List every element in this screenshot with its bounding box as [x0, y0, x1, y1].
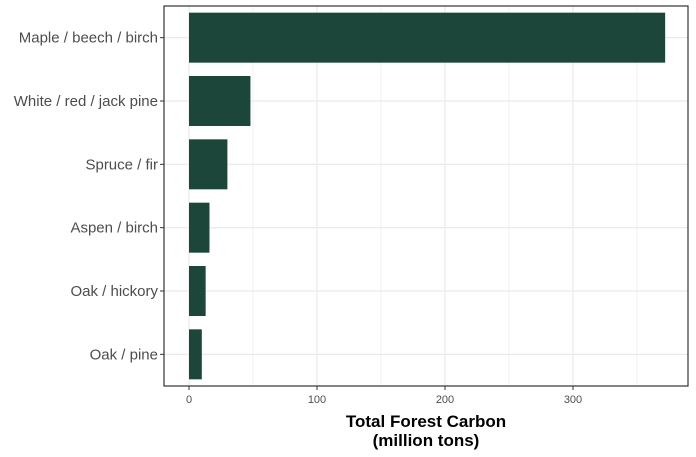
bar — [189, 76, 251, 126]
x-tick-label: 300 — [564, 394, 582, 406]
x-tick-label: 0 — [186, 394, 192, 406]
bars — [189, 12, 666, 380]
bar — [189, 329, 202, 380]
bar — [189, 139, 228, 190]
x-tick-label: 100 — [308, 394, 326, 406]
y-tick-label: Spruce / fir — [85, 156, 158, 173]
x-axis-title-line-2: (million tons) — [373, 431, 480, 450]
gridlines — [164, 6, 688, 386]
x-tick-label: 200 — [436, 394, 454, 406]
bar — [189, 266, 206, 316]
y-tick-label: Oak / hickory — [70, 283, 158, 300]
y-tick-label: Maple / beech / birch — [19, 30, 158, 47]
bar — [189, 12, 666, 63]
axes: Maple / beech / birch White / red / jack … — [14, 30, 582, 406]
bar — [189, 202, 210, 253]
y-tick-label: White / red / jack pine — [14, 93, 158, 110]
y-tick-label: Oak / pine — [90, 346, 158, 363]
x-axis-title-line-1: Total Forest Carbon — [346, 412, 506, 431]
y-tick-label: Aspen / birch — [70, 220, 158, 237]
panel-border — [163, 5, 689, 387]
